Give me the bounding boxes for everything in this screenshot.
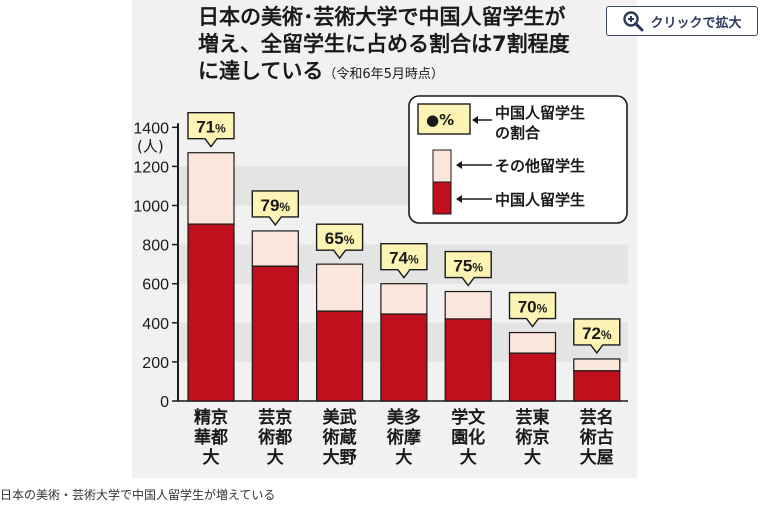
bar-chinese-students: [316, 310, 364, 402]
y-tick-label: 1400: [133, 120, 169, 137]
category-label: 芸名: [580, 407, 614, 428]
percent-callout: [187, 112, 235, 148]
legend-ratio-swatch: [417, 103, 471, 135]
bar-chinese-students: [251, 265, 299, 402]
category-label: 大屋: [580, 447, 614, 468]
y-tick-label: 200: [142, 355, 169, 372]
percent-callout: [508, 291, 557, 328]
category-label: 華都: [194, 427, 228, 448]
bar-other-students: [508, 331, 557, 354]
legend-ratio-label-1: 中国人留学生: [495, 104, 585, 122]
category-label: 大: [524, 447, 541, 468]
y-tick-label: 0: [160, 394, 169, 411]
y-tick-label: 1000: [133, 199, 169, 216]
bar-chinese-students: [508, 352, 557, 402]
percent-callout: [251, 190, 299, 227]
category-label: 術古: [579, 427, 614, 448]
zoom-button-label: クリックで拡大: [650, 15, 742, 31]
legend-other-swatch: [432, 149, 452, 183]
category-label: 大: [395, 447, 412, 468]
category-label: 大: [203, 447, 220, 468]
percent-label: 70%: [518, 298, 548, 317]
category-label: 術都: [257, 427, 292, 448]
percent-callout: [444, 250, 492, 287]
y-tick-label: 600: [142, 277, 169, 294]
image-caption: 日本の美術・芸術大学で中国人留学生が増えている: [0, 488, 276, 502]
legend: ●% 中国人留学生 の割合 その他留学生 中国人留学生: [408, 95, 628, 224]
category-label: 芸東: [516, 407, 550, 428]
legend-ratio-label-2: の割合: [495, 124, 541, 142]
title-line-1: 日本の美術･芸術大学で中国人留学生が: [198, 5, 566, 29]
title-line-3-text: に達している: [198, 59, 324, 83]
percent-callout: [380, 243, 428, 279]
category-label: 芸京: [258, 407, 292, 428]
percent-callout: [573, 318, 621, 355]
y-tick-label: 400: [142, 316, 169, 333]
magnifier-plus-icon: [623, 11, 644, 32]
legend-other-label: その他留学生: [495, 157, 585, 175]
percent-label: 65%: [325, 229, 355, 248]
legend-ratio-marker: ●%: [426, 111, 454, 129]
zoom-button[interactable]: クリックで拡大: [606, 6, 758, 36]
bar-other-students: [316, 263, 364, 312]
bar-chinese-students: [380, 313, 428, 402]
category-label: 術京: [515, 427, 550, 448]
category-label: 大野: [323, 447, 357, 468]
bar-other-students: [187, 152, 235, 225]
percent-label: 71%: [196, 118, 226, 137]
category-label: 園化: [451, 427, 485, 448]
bar-chinese-students: [573, 370, 621, 402]
title-line-3: に達している（令和6年5月時点）: [198, 58, 638, 88]
category-label: 術摩: [386, 427, 421, 448]
legend-chinese-label: 中国人留学生: [495, 191, 585, 209]
bar-other-students: [251, 230, 299, 267]
bar-chinese-students: [187, 223, 235, 402]
percent-label: 75%: [453, 257, 483, 276]
bar-chinese-students: [444, 318, 492, 402]
category-label: 術蔵: [322, 427, 357, 448]
bar-other-students: [380, 283, 428, 315]
category-label: 大: [460, 447, 477, 468]
category-label: 大: [267, 447, 284, 468]
bar-other-students: [573, 358, 621, 372]
percent-label: 72%: [582, 324, 612, 343]
title-line-2: 増え、全留学生に占める割合は7割程度: [198, 32, 570, 56]
category-label: 学文: [451, 407, 486, 428]
y-tick-label: 1200: [133, 159, 169, 176]
category-label: 精京: [194, 407, 228, 428]
legend-chinese-swatch: [432, 181, 452, 215]
chart-title: 日本の美術･芸術大学で中国人留学生が 増え、全留学生に占める割合は7割程度 に達…: [198, 4, 638, 88]
category-label: 美多: [387, 407, 421, 428]
title-date-note: （令和6年5月時点）: [323, 67, 444, 82]
percent-callout: [315, 223, 364, 260]
percent-label: 79%: [261, 196, 291, 215]
bar-other-students: [444, 290, 492, 320]
category-label: 美武: [323, 407, 357, 428]
y-axis-unit: (人): [137, 137, 164, 155]
y-tick-label: 800: [142, 238, 169, 255]
percent-label: 74%: [389, 249, 419, 268]
